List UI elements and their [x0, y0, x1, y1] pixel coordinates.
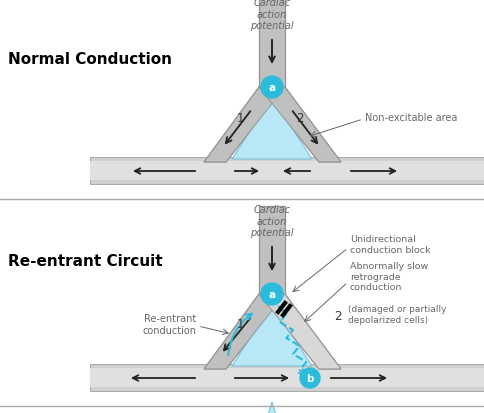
- Circle shape: [261, 77, 283, 99]
- Text: 1: 1: [236, 318, 244, 331]
- Text: a: a: [269, 83, 275, 93]
- Text: 2: 2: [296, 111, 304, 124]
- Text: Unidirectional
conduction block: Unidirectional conduction block: [350, 235, 430, 254]
- Circle shape: [261, 283, 283, 305]
- Circle shape: [300, 368, 320, 388]
- Text: Cardiac
action
potential: Cardiac action potential: [250, 204, 294, 237]
- Polygon shape: [259, 0, 285, 88]
- Polygon shape: [90, 368, 484, 387]
- Polygon shape: [232, 402, 312, 413]
- Polygon shape: [259, 0, 285, 88]
- Text: a: a: [269, 289, 275, 299]
- Text: (damaged or partially
depolarized cells): (damaged or partially depolarized cells): [348, 304, 447, 324]
- Text: 1: 1: [236, 111, 244, 124]
- Polygon shape: [259, 206, 285, 294]
- Polygon shape: [90, 158, 484, 185]
- Text: b: b: [306, 373, 314, 383]
- Text: Abnormally slow
retrograde
conduction: Abnormally slow retrograde conduction: [350, 261, 428, 291]
- Text: Re-entrant Circuit: Re-entrant Circuit: [8, 254, 163, 269]
- Text: 2: 2: [334, 310, 342, 323]
- Text: Non-excitable area: Non-excitable area: [365, 113, 457, 123]
- Polygon shape: [204, 88, 285, 163]
- Polygon shape: [204, 88, 285, 163]
- Polygon shape: [259, 294, 341, 369]
- Polygon shape: [259, 206, 285, 294]
- Polygon shape: [259, 88, 341, 163]
- Polygon shape: [90, 161, 484, 180]
- Polygon shape: [232, 98, 312, 159]
- Polygon shape: [232, 304, 312, 366]
- Polygon shape: [259, 294, 341, 369]
- Text: Normal Conduction: Normal Conduction: [8, 52, 172, 67]
- Polygon shape: [204, 294, 285, 369]
- Polygon shape: [90, 364, 484, 391]
- Text: Cardiac
action
potential: Cardiac action potential: [250, 0, 294, 31]
- Polygon shape: [204, 294, 285, 369]
- Text: Re-entrant
conduction: Re-entrant conduction: [142, 313, 196, 335]
- Polygon shape: [259, 88, 341, 163]
